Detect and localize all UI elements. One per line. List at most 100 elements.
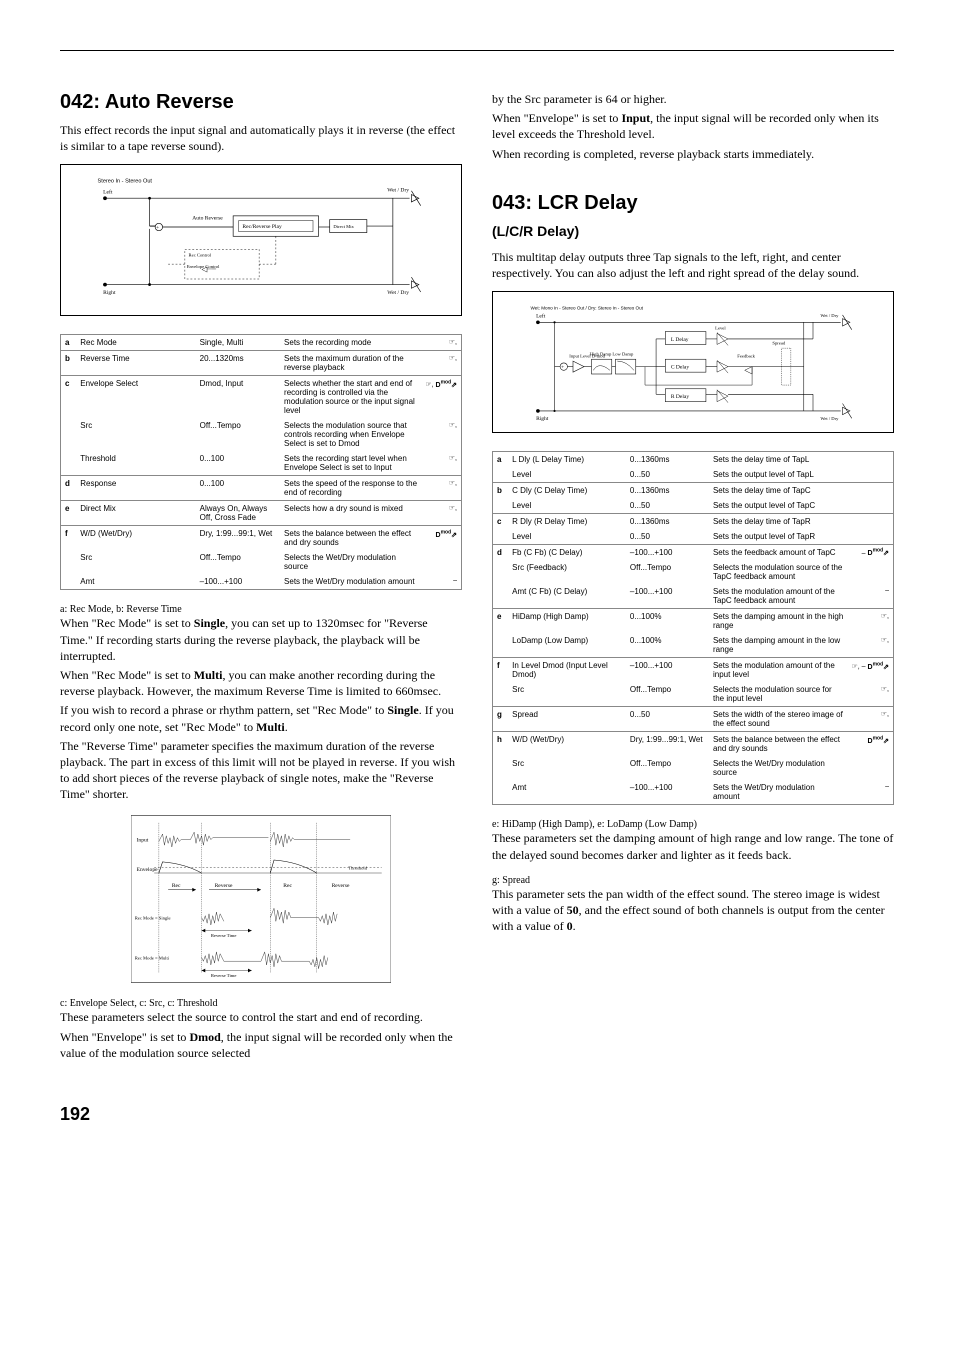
param-desc: Sets the width of the stereo image of th… [709,707,847,732]
section-043-title: 043: LCR Delay [492,192,894,215]
param-desc: Sets the output level of TapR [709,529,847,545]
param-range: Always On, Always Off, Cross Fade [196,501,280,526]
param-range: 0...1360ms [626,483,709,499]
param-icon: ☞, [847,609,893,634]
param-icon [847,529,893,545]
svg-text:C Delay: C Delay [671,365,689,371]
svg-text:Reverse Time: Reverse Time [211,935,237,940]
svg-text:Rec: Rec [283,883,292,889]
param-name: Reverse Time [76,351,195,376]
param-name: L Dly (L Delay Time) [508,452,626,468]
svg-text:High Damp Low Damp: High Damp Low Damp [590,352,634,357]
svg-text:Reverse: Reverse [215,883,233,889]
param-name: Src [76,550,195,574]
svg-text:Rec Control: Rec Control [189,254,212,259]
param-icon: ☞, [847,633,893,658]
param-range: Off...Tempo [626,682,709,707]
param-name: Level [508,467,626,483]
param-name: Fb (C Fb) (C Delay) [508,545,626,561]
top-rule [60,50,894,51]
param-desc: Sets the recording start level when Enve… [280,451,421,476]
param-name: Src [76,418,195,451]
param-icon: – [847,584,893,609]
param-name: Amt [508,780,626,805]
svg-text:Left: Left [103,189,113,196]
param-name: W/D (Wet/Dry) [76,526,195,551]
param-desc: Sets the recording mode [280,335,421,351]
param-desc: Sets the speed of the response to the en… [280,476,421,501]
param-range: Off...Tempo [196,550,280,574]
param-range: 0...50 [626,707,709,732]
dash-icon: – [885,783,889,790]
param-name: C Dly (C Delay Time) [508,483,626,499]
svg-text:R Delay: R Delay [671,394,689,400]
param-desc: Sets the damping amount in the high rang… [709,609,847,634]
param-range: Dry, 1:99...99:1, Wet [626,732,709,757]
param-icon: ☞, [421,476,461,501]
param-icon [847,483,893,499]
param-group-letter: a [493,452,509,483]
param-name: Response [76,476,195,501]
param-desc: Sets the Wet/Dry modulation amount [709,780,847,805]
note-c-title: c: Envelope Select, c: Src, c: Threshold [60,998,462,1009]
param-desc: Sets the delay time of TapC [709,483,847,499]
param-icon: ☞, [421,501,461,526]
param-range: 0...100 [196,476,280,501]
svg-text:Wet / Dry: Wet / Dry [820,416,839,421]
param-range: –100...+100 [626,780,709,805]
param-icon [847,560,893,584]
param-icon [847,498,893,514]
param-range: Off...Tempo [626,560,709,584]
param-name: LoDamp (Low Damp) [508,633,626,658]
param-name: Src [508,756,626,780]
param-desc: Sets the modulation amount of the input … [709,658,847,683]
param-name: Envelope Select [76,376,195,419]
dmod-icon: Dmod⇗ [436,382,458,389]
param-range: 0...1360ms [626,452,709,468]
dmod-icon: Dmod⇗ [868,738,890,745]
param-icon [847,467,893,483]
param-icon: ☞, [421,351,461,376]
param-group-letter: b [61,351,77,376]
param-icon [847,756,893,780]
param-desc: Sets the output level of TapL [709,467,847,483]
param-icon: Dmod⇗ [421,526,461,551]
pointer-icon: ☞, [881,711,889,718]
param-group-letter: c [493,514,509,545]
param-range: 0...50 [626,467,709,483]
svg-text:Rec: Rec [172,883,181,889]
svg-text:Reverse Time: Reverse Time [211,974,237,979]
svg-text:Rec/Reverse Play: Rec/Reverse Play [242,224,282,230]
param-name: W/D (Wet/Dry) [508,732,626,757]
param-range: 0...50 [626,529,709,545]
param-range: –100...+100 [626,545,709,561]
param-icon: ☞, – Dmod⇗ [847,658,893,683]
note-c-p2: When "Envelope" is set to Dmod, the inpu… [60,1029,462,1061]
svg-text:Envelope: Envelope [137,868,159,874]
param-desc: Sets the modulation amount of the TapC f… [709,584,847,609]
param-icon: Dmod⇗ [847,732,893,757]
param-range: Dry, 1:99...99:1, Wet [196,526,280,551]
param-desc: Sets the feedback amount of TapC [709,545,847,561]
param-name: Spread [508,707,626,732]
cont-p3: When recording is completed, reverse pla… [492,146,894,162]
svg-text:L Delay: L Delay [671,337,689,343]
param-name: R Dly (R Delay Time) [508,514,626,530]
pointer-icon: ☞, [449,339,457,346]
note-a-p3: If you wish to record a phrase or rhythm… [60,702,462,734]
param-range: 0...1360ms [626,514,709,530]
svg-text:Spread: Spread [772,341,785,346]
param-range: Off...Tempo [626,756,709,780]
param-group-letter: d [61,476,77,501]
param-desc: Selects the modulation source of the Tap… [709,560,847,584]
param-name: Level [508,529,626,545]
param-group-letter: b [493,483,509,514]
pointer-icon: ☞, [881,613,889,620]
dmod-icon: Dmod⇗ [868,550,890,557]
note-g-title: g: Spread [492,875,894,886]
svg-text:Level: Level [715,326,726,331]
svg-text:Wet / Dry: Wet / Dry [387,290,409,296]
note-g-p1: This parameter sets the pan width of the… [492,886,894,935]
param-range: –100...+100 [196,574,280,590]
svg-text:Input: Input [137,838,149,844]
